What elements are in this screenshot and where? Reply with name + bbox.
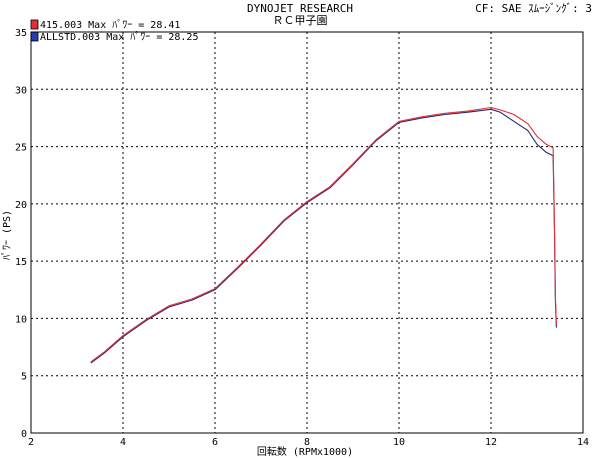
plot-frame <box>30 31 584 434</box>
x-tick-label: 4 <box>120 437 126 448</box>
y-tick-label: 0 <box>21 429 27 440</box>
plot-area: 2 4 6 8 10 12 14 0 5 10 15 20 25 30 35 <box>15 28 589 448</box>
chart-info: CF: SAE ｽﾑｰｼﾞﾝｸﾞ: 3 <box>475 2 592 15</box>
y-tick-label: 25 <box>15 143 27 154</box>
x-axis-label: 回転数 (RPMx1000) <box>257 445 353 458</box>
x-tick-label: 2 <box>28 437 34 448</box>
y-tick-label: 15 <box>15 257 27 268</box>
x-tick-label: 6 <box>212 437 218 448</box>
chart-subtitle: ＲＣ甲子園 <box>273 14 328 27</box>
ticks: 2 4 6 8 10 12 14 0 5 10 15 20 25 30 35 <box>15 28 589 448</box>
legend-label-415: 415.003 Max ﾊﾟﾜｰ = 28.41 <box>40 19 180 31</box>
y-tick-label: 35 <box>15 28 27 39</box>
legend: 415.003 Max ﾊﾟﾜｰ = 28.41 ALLSTD.003 Max … <box>30 19 198 43</box>
y-tick-label: 5 <box>21 372 27 383</box>
series-line-0 <box>90 106 558 363</box>
x-tick-label: 12 <box>485 437 497 448</box>
legend-swatch-blue <box>30 31 39 42</box>
y-tick-label: 30 <box>15 85 27 96</box>
chart-title: DYNOJET RESEARCH <box>247 2 353 15</box>
legend-swatch-red <box>30 19 39 30</box>
x-tick-label: 8 <box>304 437 310 448</box>
y-tick-label: 10 <box>15 314 27 325</box>
series <box>90 106 558 364</box>
y-axis-label: ﾊﾟﾜｰ (PS) <box>1 210 13 260</box>
grid <box>31 32 583 433</box>
x-tick-label: 14 <box>577 437 589 448</box>
x-tick-label: 10 <box>393 437 405 448</box>
legend-label-allstd: ALLSTD.003 Max ﾊﾟﾜｰ = 28.25 <box>40 31 198 43</box>
series-line-1 <box>90 108 558 364</box>
y-tick-label: 20 <box>15 200 27 211</box>
